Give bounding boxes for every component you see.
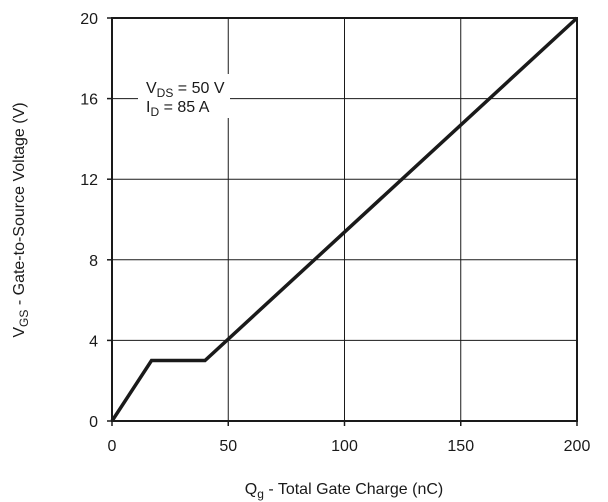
- x-tick-label-150: 150: [447, 438, 474, 455]
- x-tick-label-0: 0: [108, 438, 117, 455]
- annotation-id: ID = 85 A: [146, 99, 210, 119]
- y-tick-label-0: 0: [89, 414, 98, 431]
- y-tick-label-20: 20: [80, 11, 98, 28]
- y-tick-label-4: 4: [89, 333, 98, 350]
- x-axis-label: Qg - Total Gate Charge (nC): [245, 481, 443, 501]
- gate-charge-curve-0: [110, 16, 579, 422]
- annotation-vds: VDS = 50 V: [146, 80, 225, 100]
- y-tick-label-8: 8: [89, 253, 98, 270]
- y-axis-label: VGS - Gate-to-Source Voltage (V): [11, 102, 31, 337]
- x-tick-labels: 0 50 100 150 200: [108, 421, 591, 455]
- annotation-background: [138, 74, 230, 118]
- x-tick-label-100: 100: [331, 438, 358, 455]
- y-tick-label-16: 16: [80, 92, 98, 109]
- y-tick-labels: 0 4 8 12 16 20: [80, 11, 112, 431]
- y-tick-label-12: 12: [80, 172, 98, 189]
- series-layer: [110, 16, 579, 422]
- x-tick-label-50: 50: [219, 438, 237, 455]
- x-tick-label-200: 200: [564, 438, 591, 455]
